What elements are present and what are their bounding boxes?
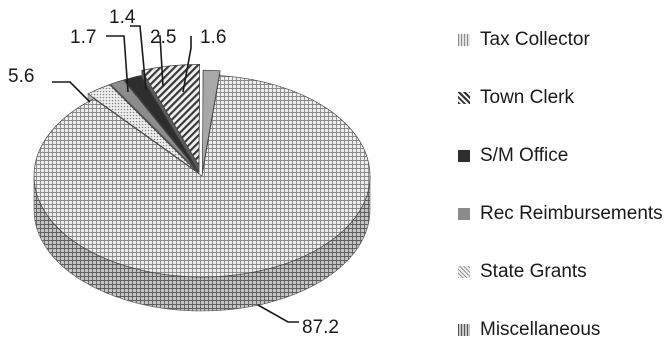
leader-lines [52,25,299,323]
legend-label-sm-office: S/M Office [480,145,569,166]
leader-line-sm-office [106,35,129,93]
legend-item-miscellaneous: Miscellaneous [458,318,670,342]
legend-item-state-grants: State Grants [458,260,670,284]
leader-line-tax-collector [182,36,192,93]
legend-item-sm-office: S/M Office [458,144,670,168]
pie-slice-town-clerk [141,64,200,167]
legend-swatch-tax-collector [458,34,470,46]
leader-line-state-grants [158,35,164,87]
data-label-state-grants: 2.5 [150,27,176,48]
legend-item-tax-collector: Tax Collector [458,28,670,52]
legend-label-tax-collector: Tax Collector [480,29,590,50]
legend-label-town-clerk: Town Clerk [480,87,574,108]
legend-label-miscellaneous: Miscellaneous [480,319,601,340]
legend-item-town-clerk: Town Clerk [458,86,670,110]
legend-swatch-state-grants [458,266,470,278]
pie-tops [33,64,371,278]
legend-swatch-sm-office [458,150,470,162]
legend-swatch-miscellaneous [458,324,470,336]
data-label-tax-collector: 1.6 [200,27,226,48]
legend-swatch-town-clerk [458,92,470,104]
data-labels: 1.6 5.6 1.7 1.4 2.5 87.2 [8,7,339,338]
leader-line-rec-reimbursements [130,25,147,91]
legend-label-state-grants: State Grants [480,261,587,282]
leader-line-town-clerk [52,81,91,103]
pie-slice-state-grants [87,84,197,172]
legend-label-rec-reimbursements: Rec Reimbursements [480,203,663,224]
data-label-rec-reimbursements: 1.4 [109,7,136,28]
data-label-miscellaneous: 87.2 [302,317,339,338]
pie-slice-tax-collector [202,69,221,172]
data-label-town-clerk: 5.6 [8,66,34,87]
leader-line-miscellaneous [257,304,299,323]
pie-slice-miscellaneous [33,75,371,278]
data-label-sm-office: 1.7 [70,27,96,48]
legend-swatch-rec-reimbursements [458,208,470,220]
pie-slice-sm-office [123,75,199,171]
legend-item-rec-reimbursements: Rec Reimbursements [458,202,670,226]
pie-slice-rec-reimbursements [109,79,198,171]
